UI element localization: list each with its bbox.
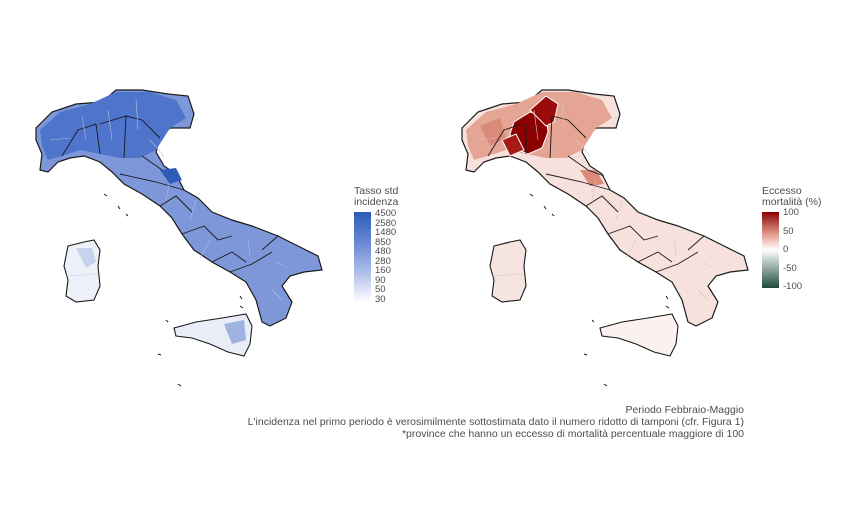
mortality-legend-title-2: mortalità (%)	[762, 196, 822, 208]
caption-note: L'incidenza nel primo periodo è verosimi…	[247, 416, 744, 428]
islands-left	[103, 193, 244, 387]
incidence-tick-label: 850	[375, 236, 391, 248]
incidence-tick-label: 1480	[375, 227, 397, 239]
sicily-right	[599, 313, 679, 357]
mortality-legend: Eccesso mortalità (%) 100 50 0 -50 -100	[762, 186, 846, 296]
mortality-tick-label: -100	[783, 281, 803, 292]
incidence-legend: Tasso std incidenza 4500 2580 1480 850 480 28…	[354, 186, 414, 306]
mortality-color-bar	[762, 212, 779, 288]
caption-period: Periodo Febbraio-Maggio	[625, 404, 744, 416]
mortality-tick-label: 50	[783, 225, 794, 237]
incidence-legend-title-1: Tasso std	[354, 185, 399, 197]
incidence-tick-label: 160	[375, 265, 391, 277]
incidence-color-bar	[354, 212, 371, 302]
sicily-left	[173, 313, 253, 357]
sardinia-right	[489, 239, 527, 303]
incidence-legend-title-2: incidenza	[354, 196, 399, 208]
incidence-tick-label: 480	[375, 246, 391, 258]
incidence-tick-label: 90	[375, 274, 386, 286]
mortality-tick-label: -50	[783, 262, 797, 274]
mortality-legend-title-1: Eccesso	[762, 185, 802, 197]
incidence-tick-label: 50	[375, 284, 386, 296]
mortality-tick-label: 0	[783, 244, 789, 255]
sardinia-left	[63, 239, 101, 303]
incidence-tick-label: 280	[375, 255, 391, 267]
italy-mainland-left	[35, 89, 323, 327]
caption-footnote: *province che hanno un eccesso di mortal…	[401, 428, 744, 440]
incidence-tick-label: 4500	[375, 208, 397, 219]
islands-right	[529, 193, 670, 387]
incidence-tick-label: 30	[375, 294, 386, 305]
italy-mainland-right	[461, 89, 749, 327]
incidence-tick-label: 2580	[375, 217, 397, 229]
mortality-tick-label: 100	[783, 207, 799, 218]
